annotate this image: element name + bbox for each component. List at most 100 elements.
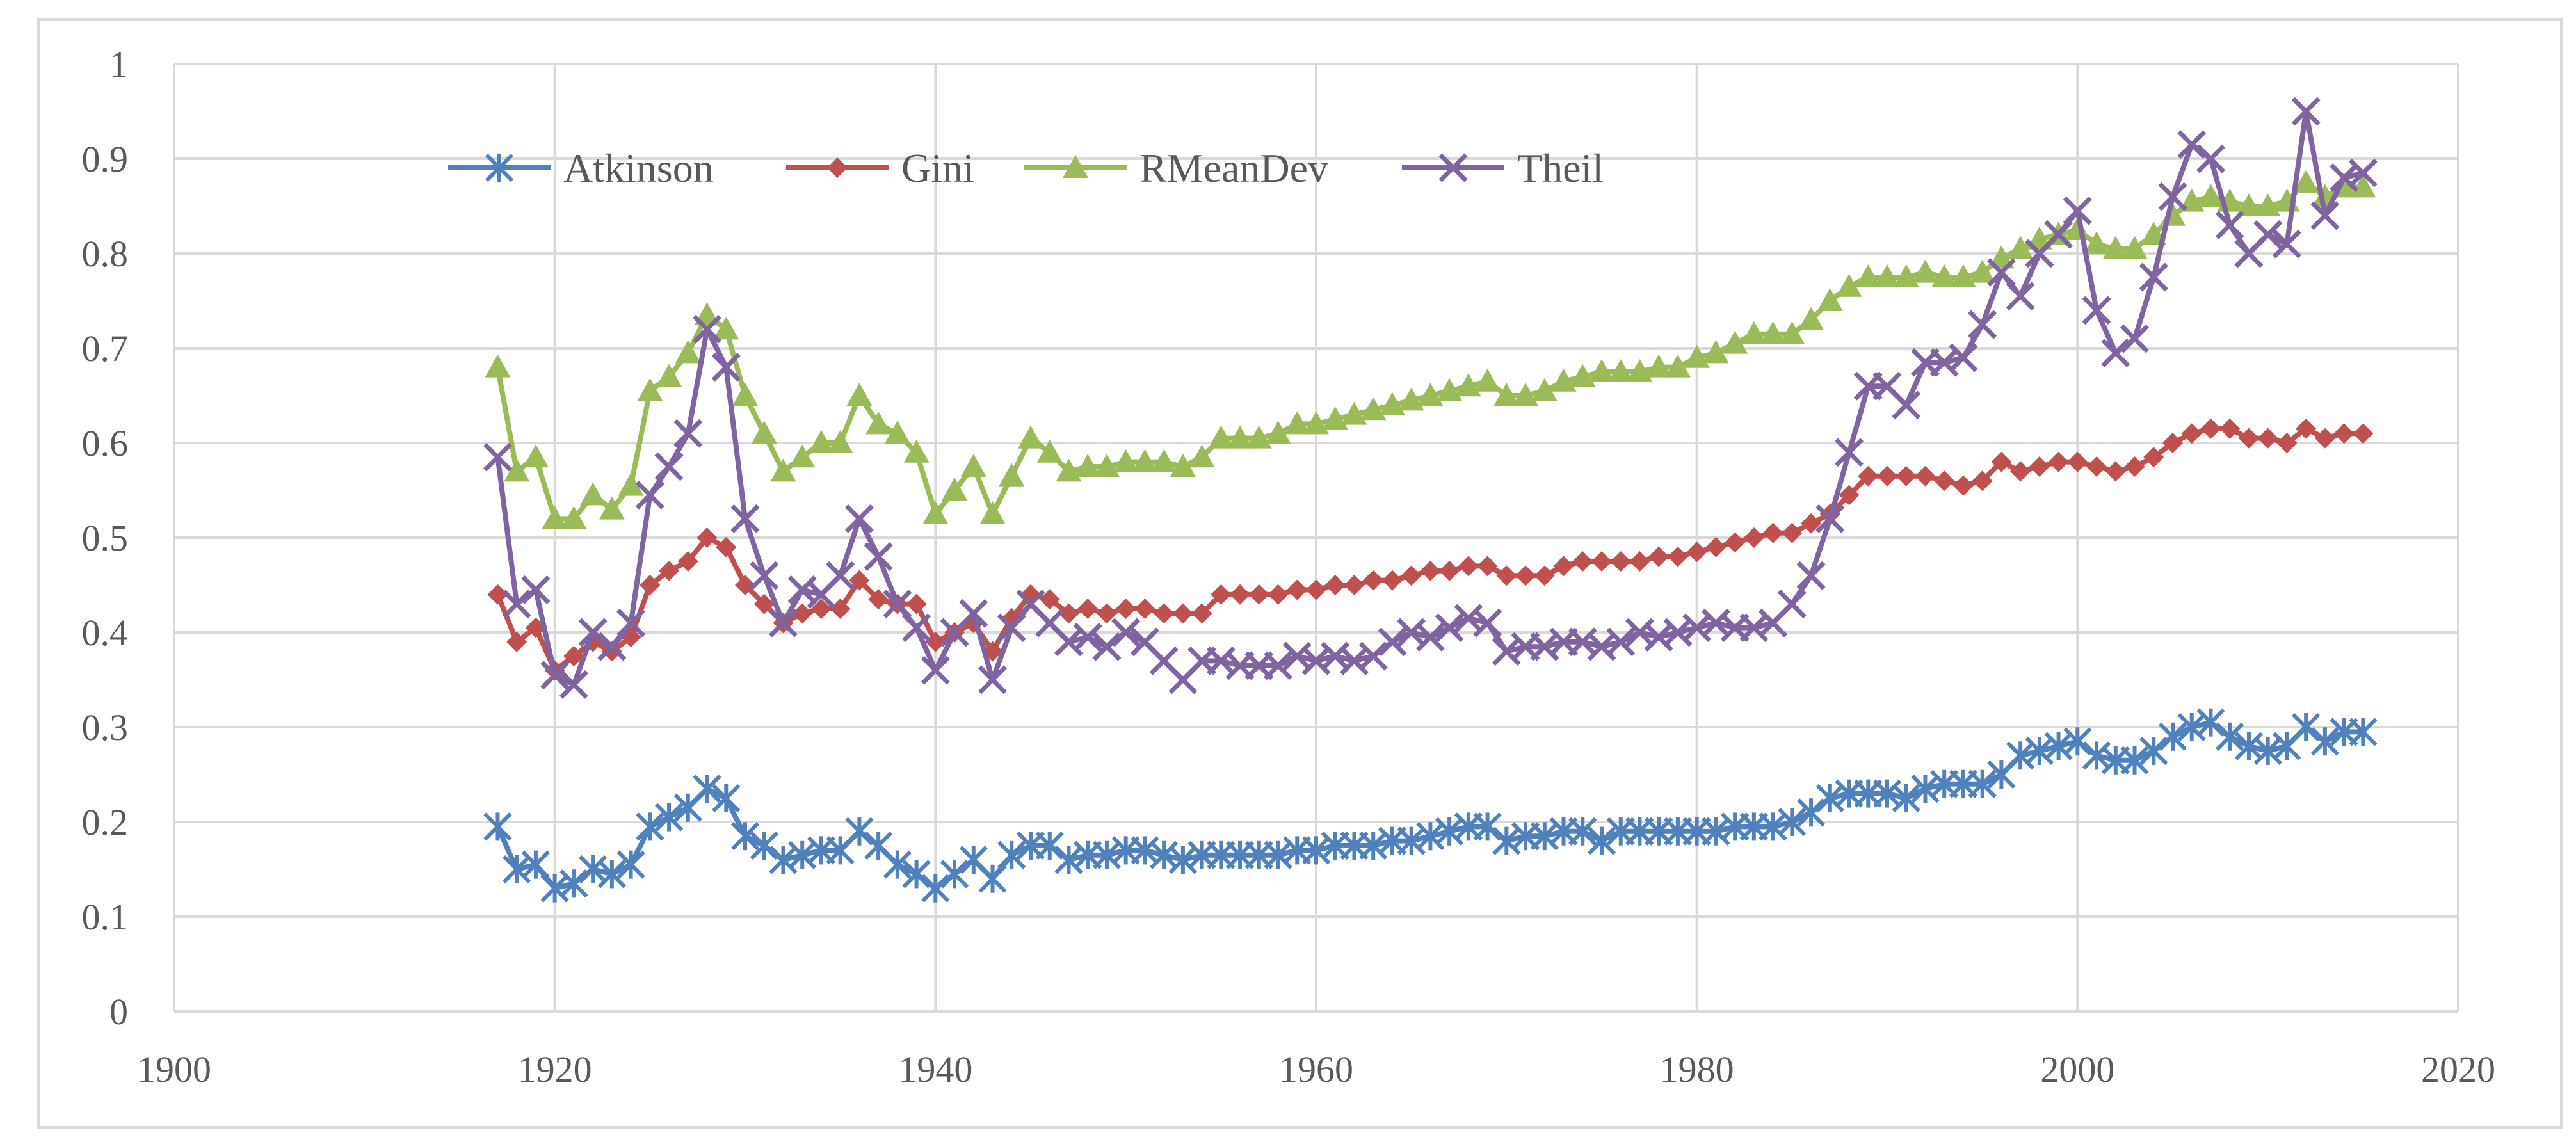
data-point-atkinson [769,846,798,874]
data-point-theil [654,452,684,481]
data-point-gini [735,575,755,595]
data-point-gini [849,570,870,591]
marker-stroke [1358,641,1388,671]
data-point-rmeandev [2121,236,2148,259]
data-point-atkinson [2292,712,2321,742]
data-point-gini [1420,560,1441,581]
marker-stroke [959,599,988,628]
marker-stroke [1835,438,1864,467]
data-point-theil [1358,641,1388,671]
marker-stroke [2330,163,2359,193]
data-point-rmeandev [1437,378,1463,401]
data-point-atkinson [636,812,664,841]
data-point-rmeandev [1379,392,1405,415]
data-point-rmeandev [1265,421,1291,444]
data-point-rmeandev [1988,245,2015,269]
data-point-rmeandev [542,506,568,529]
marker-stroke [1796,561,1826,590]
data-point-rmeandev [1246,425,1272,449]
marker-stroke [502,590,531,619]
data-point-atkinson [1131,836,1159,865]
data-point-theil [2006,282,2035,311]
data-point-rmeandev [1722,330,1748,354]
data-point-gini [1553,556,1574,577]
marker-stroke [864,542,893,572]
y-tick-label: 0 [109,991,128,1033]
marker-stroke [1130,627,1159,657]
data-point-theil [826,561,855,590]
y-tick-label: 0.8 [82,233,129,275]
marker-stroke [1378,627,1407,657]
x-tick-label: 2000 [2040,1049,2114,1090]
data-point-gini [1952,475,1974,496]
marker-stroke [2291,97,2321,126]
marker-stroke [1815,504,1845,533]
marker-stroke [673,419,703,448]
data-point-rmeandev [903,439,930,463]
data-point-gini [1058,603,1079,624]
data-point-theil [959,599,988,628]
data-point-gini [1458,556,1479,577]
data-point-gini [1268,584,1289,605]
data-point-gini [659,560,680,581]
data-point-atkinson [1150,840,1179,869]
data-point-gini [2086,456,2107,477]
data-point-gini [1077,599,1099,619]
data-point-rmeandev [979,501,1006,524]
marker-stroke [921,655,950,685]
marker-stroke [711,353,741,382]
data-point-atkinson [978,864,1007,893]
data-point-gini [2200,418,2221,439]
marker-stroke [1606,627,1636,657]
data-point-atkinson [2253,736,2282,766]
data-point-theil [2291,97,2321,126]
data-point-gini [563,646,584,666]
marker-stroke [750,561,779,590]
data-point-rmeandev [770,458,796,482]
data-point-rmeandev [1550,368,1577,392]
data-point-rmeandev [1893,264,1919,287]
data-point-rmeandev [1075,454,1101,477]
data-point-theil [540,661,570,690]
data-point-atkinson [845,817,874,846]
data-point-rmeandev [1589,359,1614,382]
data-point-rmeandev [922,501,949,524]
data-point-atkinson [902,860,931,889]
data-point-atkinson [1492,826,1521,855]
data-point-rmeandev [1570,364,1596,387]
data-point-atkinson [2158,722,2187,751]
data-point-atkinson [1968,769,1997,798]
data-point-gini [1344,575,1365,595]
data-point-rmeandev [1455,373,1481,397]
data-point-atkinson [2310,727,2339,756]
data-point-rmeandev [1398,387,1424,411]
data-point-theil [1815,504,1845,533]
data-point-gini [906,593,927,615]
marker-stroke [1016,590,1045,619]
marker-stroke [1264,651,1293,680]
data-point-theil [1435,613,1464,643]
data-point-rmeandev [1779,321,1805,344]
data-point-gini [716,536,737,558]
data-point-gini [1762,522,1783,543]
data-point-gini [1191,603,1212,624]
data-point-rmeandev [1132,449,1158,472]
data-point-rmeandev [999,463,1025,487]
marker-stroke [902,613,931,643]
data-point-theil [1073,622,1102,652]
marker-stroke [559,670,588,699]
data-point-rmeandev [1874,264,1900,287]
x-tick-label: 1920 [518,1049,592,1090]
marker-stroke [2272,229,2301,259]
data-point-theil [2044,220,2073,249]
data-point-rmeandev [1607,359,1634,382]
data-point-theil [673,419,703,448]
data-point-theil [730,504,760,533]
data-point-rmeandev [865,411,892,435]
data-point-theil [1111,618,1141,647]
data-point-atkinson [1796,798,1826,827]
marker-stroke [1415,622,1445,652]
data-point-gini [753,593,775,615]
data-point-atkinson [1359,831,1388,860]
data-point-gini [810,599,832,619]
